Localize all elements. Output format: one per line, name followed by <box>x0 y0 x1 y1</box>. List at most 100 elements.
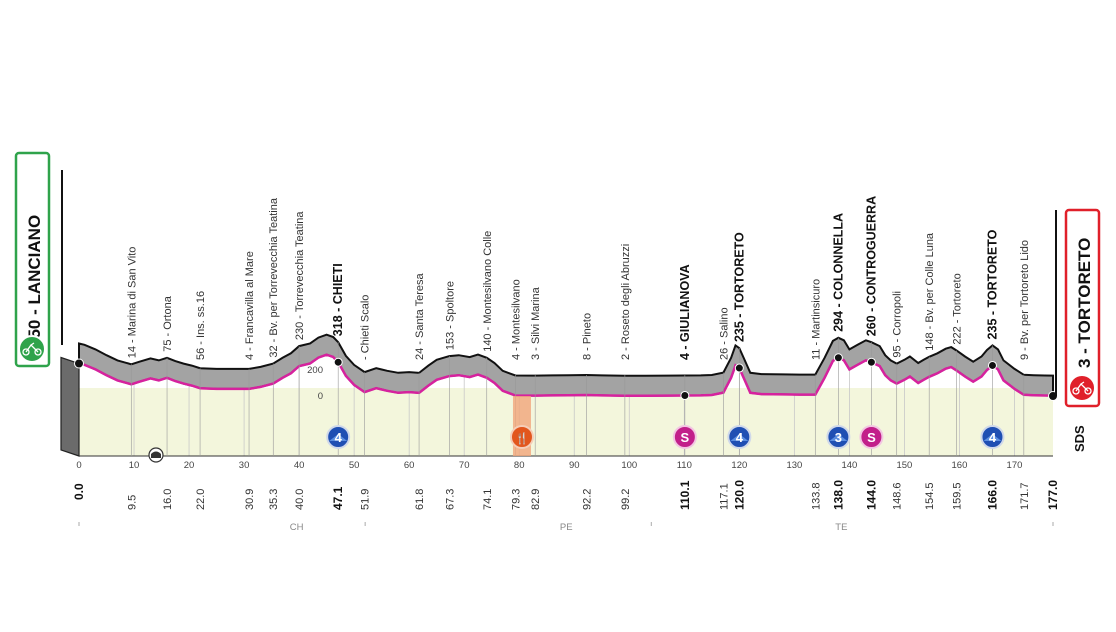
waypoint-km: 74.1 <box>482 489 494 510</box>
waypoint-km: 120.0 <box>732 480 746 510</box>
waypoint-km: 61.8 <box>414 489 426 510</box>
waypoint-label: 4 - Francavilla al Mare <box>244 251 256 360</box>
waypoint-label: 11 - Martinsicuro <box>810 279 822 360</box>
scale-tick-label: 70 <box>459 460 470 471</box>
waypoint-label: 294 - COLONNELLA <box>831 213 845 332</box>
scale-tick-label: 40 <box>294 460 305 471</box>
waypoint-km: 79.3 <box>510 489 522 510</box>
scale-tick-label: 140 <box>841 460 857 471</box>
scale-tick-label: 130 <box>786 460 802 471</box>
waypoint-dot <box>833 353 843 363</box>
waypoint-km: 117.1 <box>718 483 730 510</box>
waypoint-dot <box>866 357 876 367</box>
start-bike-icon <box>25 342 39 353</box>
waypoint-km: 99.2 <box>620 489 632 510</box>
finish-km: 177.0 <box>1046 480 1060 510</box>
finish-frame <box>1064 208 1101 408</box>
feed-marker <box>509 425 534 449</box>
waypoint-km: 47.1 <box>331 486 345 510</box>
waypoint-label: 4 - Montesilvano <box>510 279 522 360</box>
province-label: CH <box>290 522 304 533</box>
start-frame <box>14 151 51 368</box>
waypoint-km: 82.9 <box>530 489 542 510</box>
waypoint-km: 166.0 <box>985 480 999 510</box>
waypoint-label: 24 - Santa Teresa <box>414 272 426 360</box>
waypoint-km: 67.3 <box>444 489 456 510</box>
scale-tick-label: 80 <box>514 460 525 471</box>
waypoint-dot <box>680 390 690 400</box>
waypoint-label: 56 - Ins. ss.16 <box>195 291 207 360</box>
sprint-marker <box>672 425 697 449</box>
scale-tick-label: 60 <box>404 460 415 471</box>
scale-tick-label: 0 <box>76 460 81 471</box>
sprint-label: S <box>681 430 690 445</box>
climb-category: 3 <box>835 430 842 445</box>
waypoint-label: 153 - Spoltore <box>444 281 456 350</box>
waypoint-label: 3 - Silvi Marina <box>530 286 542 360</box>
tunnel-icon <box>148 447 164 463</box>
profile-top-face <box>78 333 1054 397</box>
waypoint-label: 75 - Ortona <box>162 295 174 352</box>
climb-category: 4 <box>989 430 997 445</box>
waypoint-km: 148.6 <box>892 482 904 510</box>
waypoint-label: 2 - Roseto degli Abruzzi <box>620 244 632 360</box>
road-line <box>78 353 1054 397</box>
waypoint-label: 230 - Torrevecchia Teatina <box>294 211 306 340</box>
waypoint-label: 26 - Salino <box>718 307 730 360</box>
finish-label: 3 - TORTORETO <box>1075 238 1094 368</box>
waypoint-dot <box>987 360 997 370</box>
finish-block: 3 - TORTORETO SDS <box>1055 208 1101 452</box>
start-label: 250 - LANCIANO <box>25 215 44 348</box>
province-label: PE <box>560 522 573 533</box>
climb-category: 4 <box>736 430 744 445</box>
waypoint-label: 235 - TORTORETO <box>732 232 746 342</box>
climb-mountain-icon <box>829 434 848 441</box>
start-dot <box>74 358 84 369</box>
plot-panel <box>79 388 1053 456</box>
waypoint-label: - Chieti Scalo <box>360 295 372 360</box>
scale-tick-label: 10 <box>129 460 140 471</box>
waypoint-dot <box>333 357 343 367</box>
waypoint-km: 40.0 <box>294 489 306 510</box>
climb-mountain-icon <box>983 434 1002 441</box>
finish-bike-icon <box>1084 387 1092 395</box>
start-bike-icon <box>18 335 46 363</box>
waypoint-label: 148 - Bv. per Colle Luna <box>924 232 936 351</box>
profile-side-face <box>60 356 80 457</box>
waypoint-label: 9 - Bv. per Tortoreto Lido <box>1019 240 1031 360</box>
start-bike-icon <box>34 348 42 356</box>
finish-bike-icon <box>1068 374 1096 402</box>
climb-category: 4 <box>335 430 343 445</box>
scale-tick-label: 110 <box>677 460 692 471</box>
altitude-tick-label: 0 <box>318 391 323 402</box>
waypoint-km: 138.0 <box>831 480 845 510</box>
scale-tick-label: 90 <box>569 460 580 471</box>
waypoint-label: 222 - Tortoreto <box>952 273 964 344</box>
scale-tick-label: 20 <box>184 460 195 471</box>
waypoint-km: 154.5 <box>924 482 936 510</box>
waypoint-label: 235 - TORTORETO <box>985 229 999 339</box>
scale-tick-label: 120 <box>731 460 747 471</box>
waypoint-km: 9.5 <box>126 495 138 510</box>
province-label: TE <box>835 522 847 533</box>
start-block: 250 - LANCIANO <box>14 151 63 368</box>
waypoint-km: 144.0 <box>864 480 878 510</box>
waypoint-km: 171.7 <box>1019 482 1031 510</box>
waypoint-km: 51.9 <box>360 489 372 510</box>
scale-tick-label: 150 <box>896 460 912 471</box>
feed-icon: 🍴 <box>515 432 529 445</box>
finish-bike-icon <box>1075 381 1089 392</box>
waypoint-km: 133.8 <box>810 482 822 510</box>
waypoint-label: 8 - Pineto <box>581 313 593 360</box>
climb-mountain-icon <box>730 434 749 441</box>
waypoint-km: 35.3 <box>268 489 280 510</box>
scale-tick-label: 30 <box>239 460 250 471</box>
scale-tick-label: 160 <box>952 460 968 471</box>
waypoint-km: 22.0 <box>195 489 207 510</box>
climb-mountain-icon <box>329 434 348 441</box>
waypoint-label: 14 - Marina di San Vito <box>126 247 138 359</box>
scale-tick-label: 170 <box>1007 460 1023 471</box>
brand-logo: SDS <box>1072 425 1087 452</box>
